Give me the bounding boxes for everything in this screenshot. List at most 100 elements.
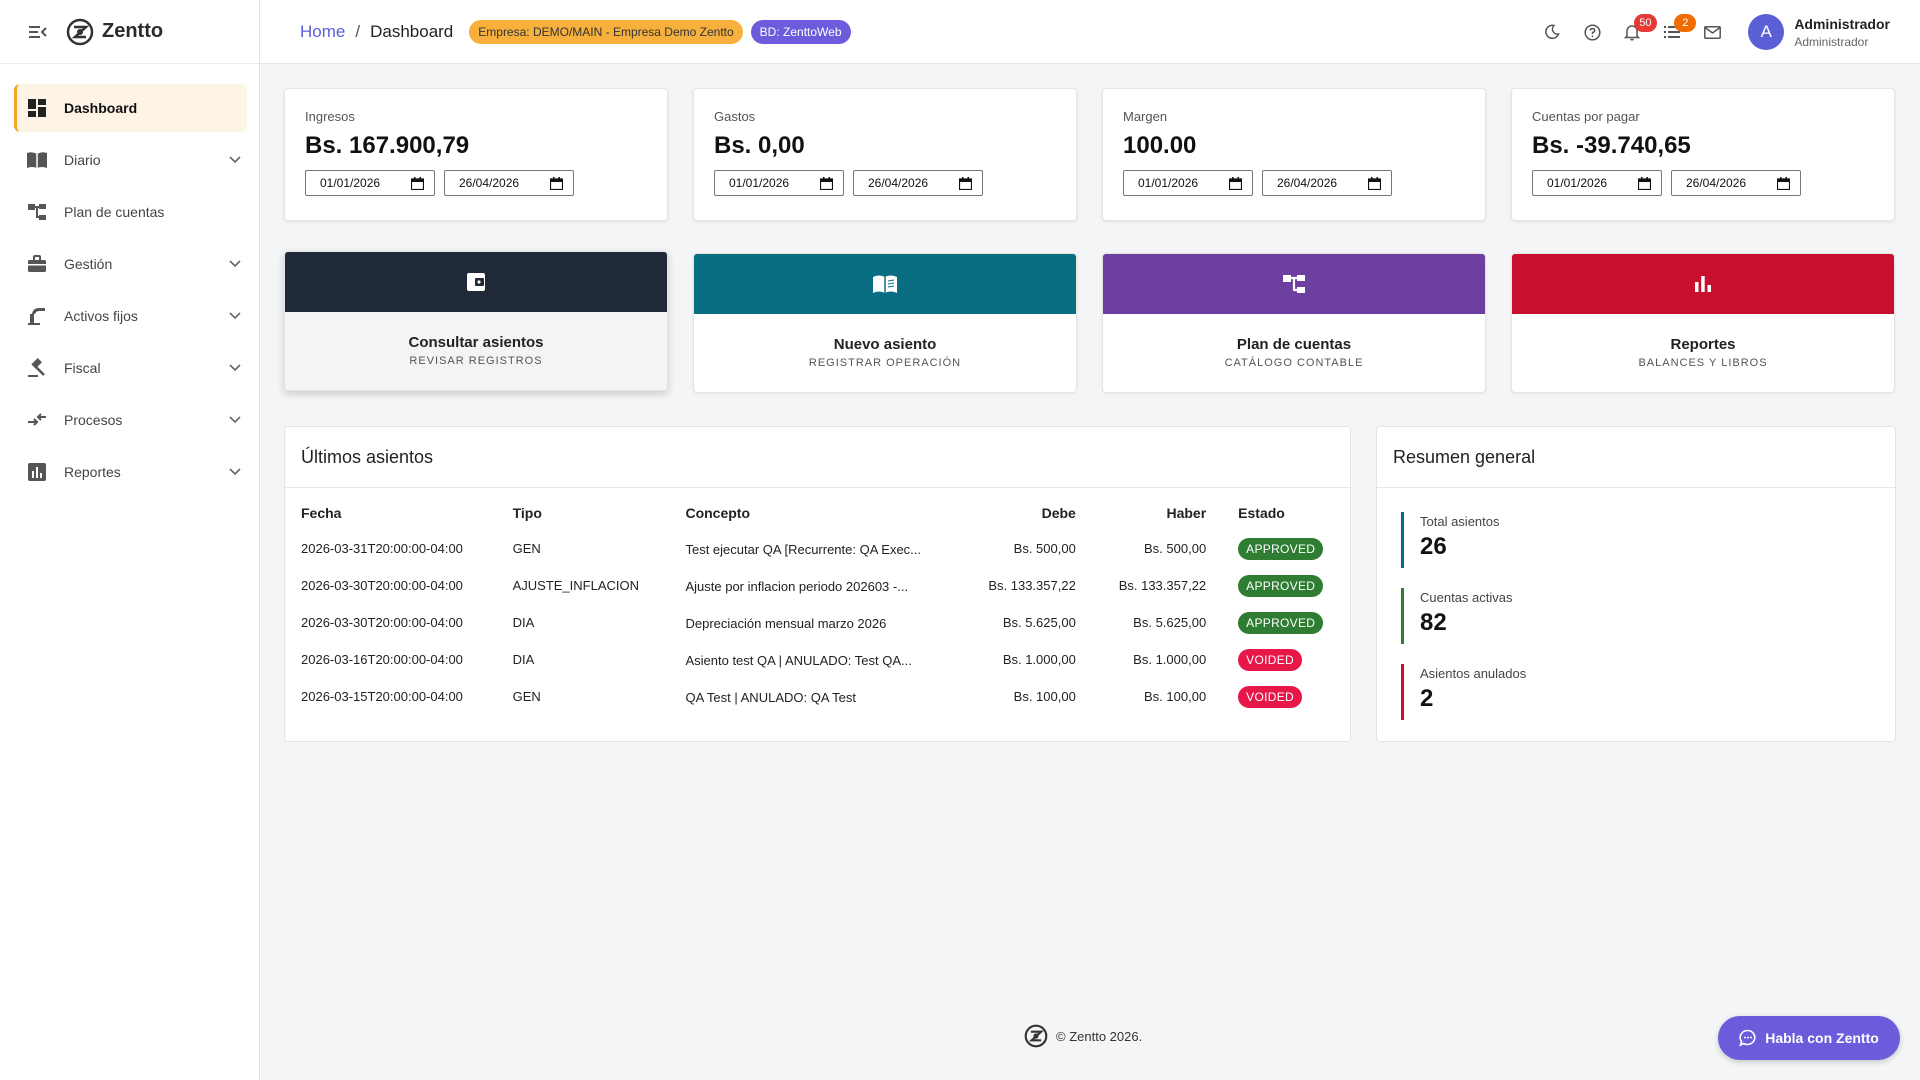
table-row[interactable]: 2026-03-31T20:00:00-04:00 GEN Test ejecu… xyxy=(285,530,1350,567)
chevron-down-icon xyxy=(227,412,243,428)
kpi-label: Margen xyxy=(1123,109,1168,124)
sidebar-item-label: Gestión xyxy=(64,256,113,272)
date-to-input[interactable]: 26/04/2026 xyxy=(1262,170,1392,196)
account-tree-icon xyxy=(1283,275,1305,293)
action-card-nuevo-asiento[interactable]: Nuevo asiento REGISTRAR OPERACIÓN xyxy=(693,253,1077,393)
action-card-plan-de-cuentas[interactable]: Plan de cuentas CATÁLOGO CONTABLE xyxy=(1102,253,1486,393)
date-from-input[interactable]: 01/01/2026 xyxy=(714,170,844,196)
table-row[interactable]: 2026-03-15T20:00:00-04:00 GEN QA Test | … xyxy=(285,678,1350,715)
table-row[interactable]: 2026-03-30T20:00:00-04:00 AJUSTE_INFLACI… xyxy=(285,567,1350,604)
database-chip[interactable]: BD: ZenttoWeb xyxy=(750,19,851,44)
cell-concepto: Ajuste por inflacion periodo 202603 -... xyxy=(669,567,961,604)
action-card-header xyxy=(285,252,667,312)
sidebar-item-activos-fijos[interactable]: Activos fijos xyxy=(14,292,247,340)
cell-debe: Bs. 100,00 xyxy=(1013,689,1076,704)
process-icon xyxy=(26,409,48,431)
sidebar-item-plan-de-cuentas[interactable]: Plan de cuentas xyxy=(14,188,247,236)
table-header-row: Fecha Tipo Concepto Debe Haber Estado xyxy=(285,496,1350,530)
concepto-text: Depreciación mensual marzo 2026 xyxy=(685,615,887,631)
date-to-input[interactable]: 26/04/2026 xyxy=(853,170,983,196)
breadcrumb-home-link[interactable]: Home xyxy=(300,21,346,41)
date-value: 01/01/2026 xyxy=(729,176,790,190)
sidebar-item-label: Diario xyxy=(64,152,101,168)
summary-value: 2 xyxy=(1420,685,1434,712)
tasks-badge: 2 xyxy=(1674,14,1697,32)
cell-fecha: 2026-03-30T20:00:00-04:00 xyxy=(301,615,463,630)
menu-collapse-icon[interactable] xyxy=(28,22,48,42)
sidebar-item-diario[interactable]: Diario xyxy=(14,136,247,184)
cell-estado: APPROVED xyxy=(1222,530,1350,567)
date-from-input[interactable]: 01/01/2026 xyxy=(1532,170,1662,196)
logo[interactable]: Zentto xyxy=(66,18,163,46)
chat-button[interactable]: Habla con Zentto xyxy=(1718,1016,1900,1060)
kpi-label: Ingresos xyxy=(305,109,355,124)
tasks-button[interactable]: 2 xyxy=(1652,12,1697,52)
column-header-concepto[interactable]: Concepto xyxy=(685,505,751,521)
entries-table: Fecha Tipo Concepto Debe Haber Estado 20… xyxy=(285,496,1350,715)
cell-tipo: DIA xyxy=(512,615,535,630)
action-card-reportes[interactable]: Reportes BALANCES Y LIBROS xyxy=(1511,253,1895,393)
calendar-icon xyxy=(550,176,563,190)
summary-item-cuentas-activas: Cuentas activas 82 xyxy=(1401,588,1895,644)
wallet-icon xyxy=(467,273,485,291)
action-card-title: Reportes xyxy=(1670,336,1736,353)
date-value: 01/01/2026 xyxy=(320,176,381,190)
user-name: Administrador xyxy=(1794,15,1890,32)
cell-haber: Bs. 5.625,00 xyxy=(1133,615,1207,630)
kpi-date-range: 01/01/2026 26/04/2026 xyxy=(1532,170,1874,196)
concepto-text: Test ejecutar QA [Recurrente: QA Exec... xyxy=(685,541,922,557)
main-content: Ingresos Bs. 167.900,79 01/01/2026 26/04… xyxy=(284,88,1896,742)
column-header-estado[interactable]: Estado xyxy=(1238,505,1285,521)
date-from-input[interactable]: 01/01/2026 xyxy=(305,170,435,196)
summary-label: Cuentas activas xyxy=(1420,590,1513,605)
user-info[interactable]: Administrador Administrador xyxy=(1794,16,1890,49)
summary-list: Total asientos 26 Cuentas activas 82 Asi… xyxy=(1377,488,1895,720)
cell-haber: Bs. 133.357,22 xyxy=(1118,578,1207,593)
cell-tipo: GEN xyxy=(512,689,541,704)
action-card-subtitle: CATÁLOGO CONTABLE xyxy=(1224,357,1364,369)
top-actions: 50 2 A Administrador Administrador xyxy=(1532,0,1890,64)
company-chip[interactable]: Empresa: DEMO/MAIN - Empresa Demo Zentto xyxy=(469,19,743,44)
bar-chart-icon xyxy=(26,461,48,483)
cell-concepto: Depreciación mensual marzo 2026 xyxy=(669,604,961,641)
cell-debe: Bs. 500,00 xyxy=(1013,541,1076,556)
column-header-debe[interactable]: Debe xyxy=(1041,505,1076,521)
column-header-fecha[interactable]: Fecha xyxy=(301,505,342,521)
chevron-down-icon xyxy=(227,464,243,480)
action-card-title: Plan de cuentas xyxy=(1236,336,1352,353)
cell-estado: VOIDED xyxy=(1222,641,1350,678)
sidebar-item-fiscal[interactable]: Fiscal xyxy=(14,344,247,392)
action-card-consultar-asientos[interactable]: Consultar asientos REVISAR REGISTROS xyxy=(284,251,668,391)
bar-chart-icon xyxy=(1695,276,1711,292)
notifications-button[interactable]: 50 xyxy=(1612,12,1657,52)
chevron-down-icon xyxy=(227,308,243,324)
sidebar-item-reportes[interactable]: Reportes xyxy=(14,448,247,496)
messages-button[interactable] xyxy=(1692,12,1732,52)
footer-text: © Zentto 2026. xyxy=(1056,1028,1143,1044)
help-button[interactable] xyxy=(1572,12,1612,52)
cell-estado: APPROVED xyxy=(1222,567,1350,604)
table-row[interactable]: 2026-03-16T20:00:00-04:00 DIA Asiento te… xyxy=(285,641,1350,678)
sidebar-item-label: Reportes xyxy=(64,464,121,480)
breadcrumb-current: Dashboard xyxy=(370,21,454,41)
sidebar-item-gestion[interactable]: Gestión xyxy=(14,240,247,288)
cell-fecha: 2026-03-16T20:00:00-04:00 xyxy=(301,652,463,667)
calendar-icon xyxy=(1638,176,1651,190)
footer: © Zentto 2026. xyxy=(1024,1024,1142,1048)
table-row[interactable]: 2026-03-30T20:00:00-04:00 DIA Depreciaci… xyxy=(285,604,1350,641)
sidebar-item-procesos[interactable]: Procesos xyxy=(14,396,247,444)
dark-mode-button[interactable] xyxy=(1532,12,1572,52)
cell-concepto: Test ejecutar QA [Recurrente: QA Exec... xyxy=(669,530,961,567)
breadcrumb-separator: / xyxy=(355,21,361,41)
column-header-tipo[interactable]: Tipo xyxy=(512,505,542,521)
avatar[interactable]: A xyxy=(1748,14,1785,50)
column-header-haber[interactable]: Haber xyxy=(1166,505,1207,521)
sidebar: Zentto Dashboard Diario Plan de cuentas … xyxy=(0,0,260,1080)
calendar-icon xyxy=(820,176,833,190)
date-to-input[interactable]: 26/04/2026 xyxy=(1671,170,1801,196)
date-from-input[interactable]: 01/01/2026 xyxy=(1123,170,1253,196)
date-to-input[interactable]: 26/04/2026 xyxy=(444,170,574,196)
sidebar-item-dashboard[interactable]: Dashboard xyxy=(14,84,247,132)
cell-tipo: AJUSTE_INFLACION xyxy=(512,578,640,593)
assets-icon xyxy=(26,305,48,327)
